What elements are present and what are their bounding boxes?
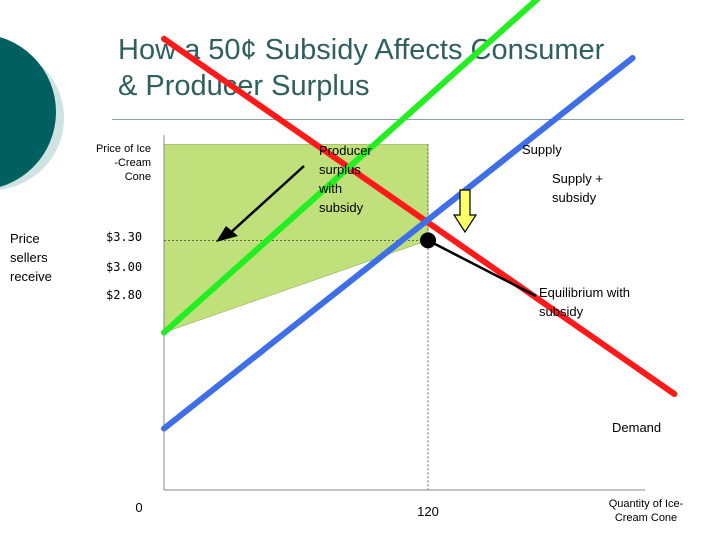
supply-subsidy-label-line-2: subsidy [552, 190, 597, 205]
equilibrium-point [420, 232, 436, 249]
tick-label-2-80: $2.80 [106, 288, 142, 302]
price-sellers-receive-label-line-2: sellers [10, 250, 48, 265]
price-sellers-receive-label-line-3: receive [10, 269, 52, 284]
decor-circle-dark [0, 37, 56, 187]
demand-label: Demand [612, 420, 661, 435]
equilibrium-label-line-1: Equilibrium with [539, 285, 630, 300]
supply-shift-arrow [452, 189, 478, 234]
equilibrium-pointer-line [427, 239, 537, 298]
supply-line [161, 0, 541, 336]
x-axis-label-line-1: Quantity of Ice- [609, 498, 684, 510]
producer-surplus-label-line-2: surplus [319, 162, 361, 177]
y-axis-label-line-1: Price of Ice [96, 143, 151, 155]
x-axis-label-line-2: Cream Cone [615, 512, 677, 524]
demand-line [161, 35, 678, 397]
y-axis-label-line-3: Cone [125, 171, 151, 183]
y-axis-label-line-2: -Cream [114, 157, 151, 169]
tick-label-3-00: $3.00 [106, 260, 142, 274]
supply-label: Supply [522, 142, 562, 157]
producer-surplus-arrow [227, 165, 305, 236]
tick-label-0: 0 [135, 500, 142, 515]
surplus-chart: Price of Ice -Cream Cone $3.30 $3.00 $2.80 0 12… [10, 0, 684, 524]
equilibrium-label-line-2: subsidy [539, 304, 584, 319]
title-divider [112, 119, 684, 120]
producer-surplus-arrowhead [216, 226, 238, 242]
tick-label-120: 120 [417, 504, 439, 519]
slide-decoration [0, 37, 64, 190]
producer-surplus-label-line-4: subsidy [319, 200, 364, 215]
supply-subsidy-line [161, 55, 636, 432]
tick-label-3-30: $3.30 [106, 230, 142, 244]
price-sellers-receive-label-line-1: Price [10, 231, 40, 246]
producer-surplus-label-line-1: Producer [319, 143, 372, 158]
supply-subsidy-label-line-1: Supply + [552, 171, 603, 186]
producer-surplus-label-line-3: with [318, 181, 342, 196]
